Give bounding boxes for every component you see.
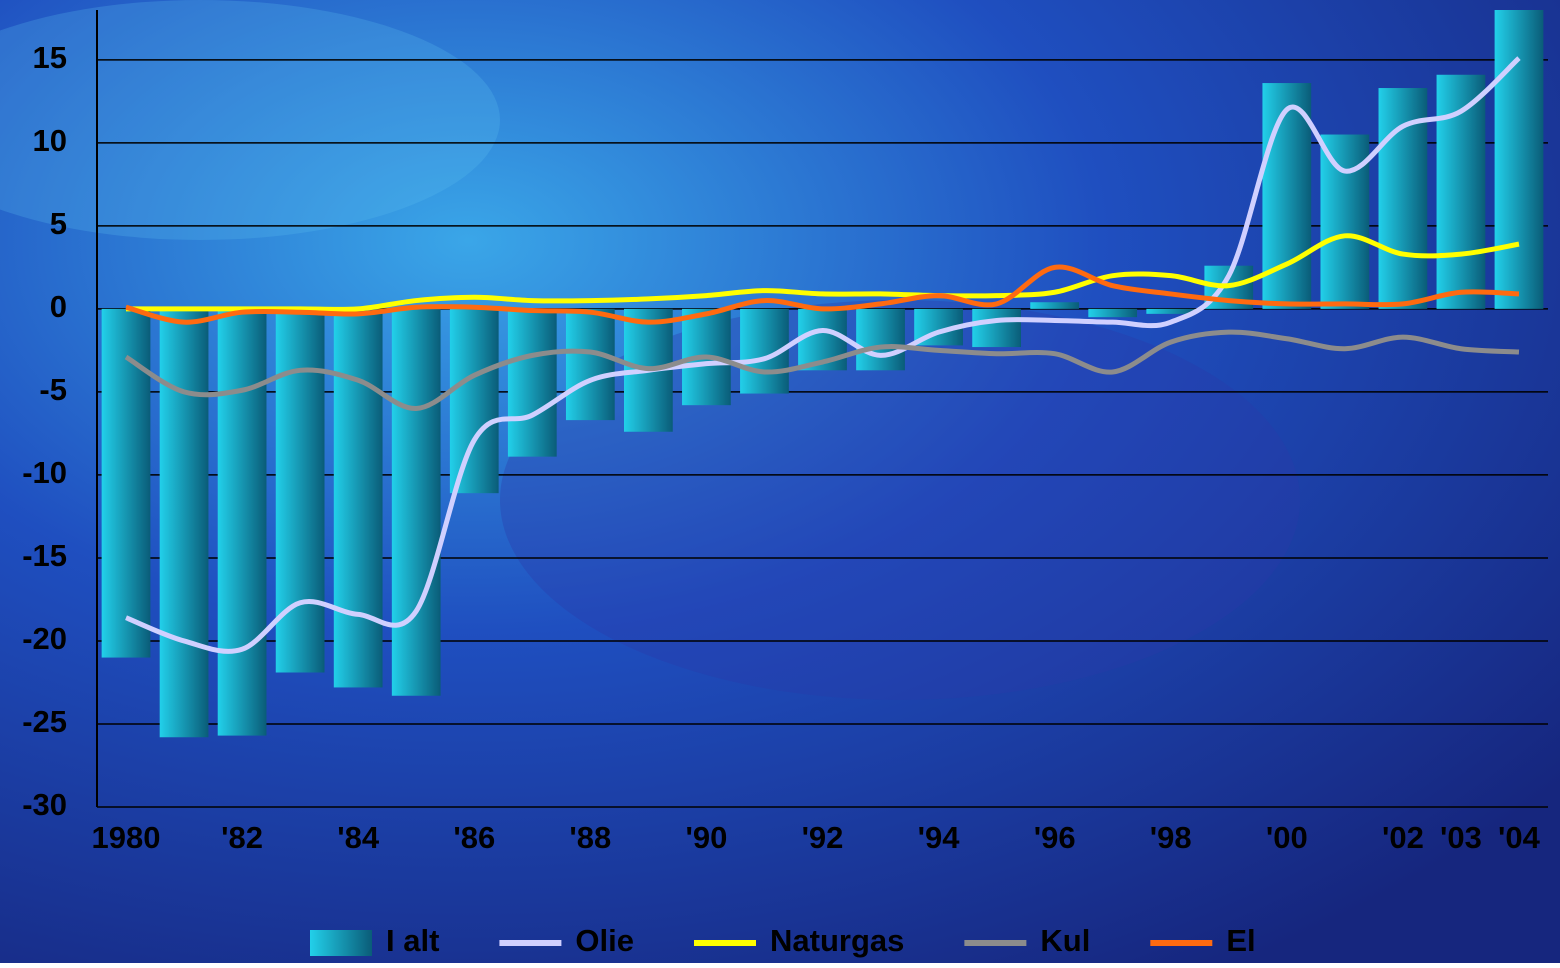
bar bbox=[972, 308, 1021, 348]
line bbox=[125, 56, 1521, 654]
x-tick-label: '00 bbox=[1266, 820, 1308, 855]
legend-label: Naturgas bbox=[770, 923, 904, 958]
bar bbox=[1494, 10, 1544, 309]
x-tick-label: '88 bbox=[569, 820, 611, 855]
y-tick-label: -30 bbox=[22, 787, 67, 822]
bar bbox=[1030, 302, 1080, 309]
x-tick-label: '84 bbox=[337, 820, 380, 855]
x-tick-label: '82 bbox=[221, 820, 263, 855]
legend-swatch bbox=[310, 930, 372, 956]
bar bbox=[159, 308, 209, 738]
bar bbox=[507, 308, 557, 457]
bar bbox=[333, 308, 383, 688]
x-tick-label: '03 bbox=[1440, 820, 1482, 855]
y-tick-label: -5 bbox=[39, 372, 67, 407]
x-tick-label: 1980 bbox=[92, 820, 161, 855]
y-tick-label: 15 bbox=[33, 40, 67, 75]
bar bbox=[1088, 308, 1138, 318]
x-tick-label: '92 bbox=[802, 820, 844, 855]
legend-label: Olie bbox=[575, 923, 634, 958]
y-tick-label: -15 bbox=[22, 538, 67, 573]
x-tick-label: '02 bbox=[1382, 820, 1424, 855]
line bbox=[125, 264, 1520, 325]
y-tick-label: 0 bbox=[50, 289, 67, 324]
bar bbox=[101, 308, 151, 658]
y-tick-label: 5 bbox=[50, 206, 67, 241]
x-tick-label: '86 bbox=[453, 820, 495, 855]
bar bbox=[1320, 134, 1370, 309]
x-tick-label: '96 bbox=[1034, 820, 1076, 855]
x-tick-label: '04 bbox=[1498, 820, 1541, 855]
bar bbox=[856, 308, 905, 371]
bar bbox=[275, 308, 325, 673]
bar bbox=[565, 308, 615, 421]
bar bbox=[391, 308, 441, 696]
x-tick-label: '98 bbox=[1150, 820, 1192, 855]
y-tick-label: -25 bbox=[22, 704, 67, 739]
line bbox=[126, 233, 1520, 312]
x-tick-label: '94 bbox=[918, 820, 961, 855]
bar bbox=[1146, 308, 1196, 314]
x-tick-label: '90 bbox=[685, 820, 727, 855]
legend-label: Kul bbox=[1040, 923, 1090, 958]
legend-label: I alt bbox=[386, 923, 439, 958]
bar bbox=[449, 308, 499, 494]
y-tick-label: 10 bbox=[33, 123, 67, 158]
bar bbox=[217, 308, 267, 736]
y-tick-label: -10 bbox=[22, 455, 67, 490]
legend-label: El bbox=[1226, 923, 1255, 958]
y-tick-label: -20 bbox=[22, 621, 67, 656]
line bbox=[124, 329, 1520, 412]
